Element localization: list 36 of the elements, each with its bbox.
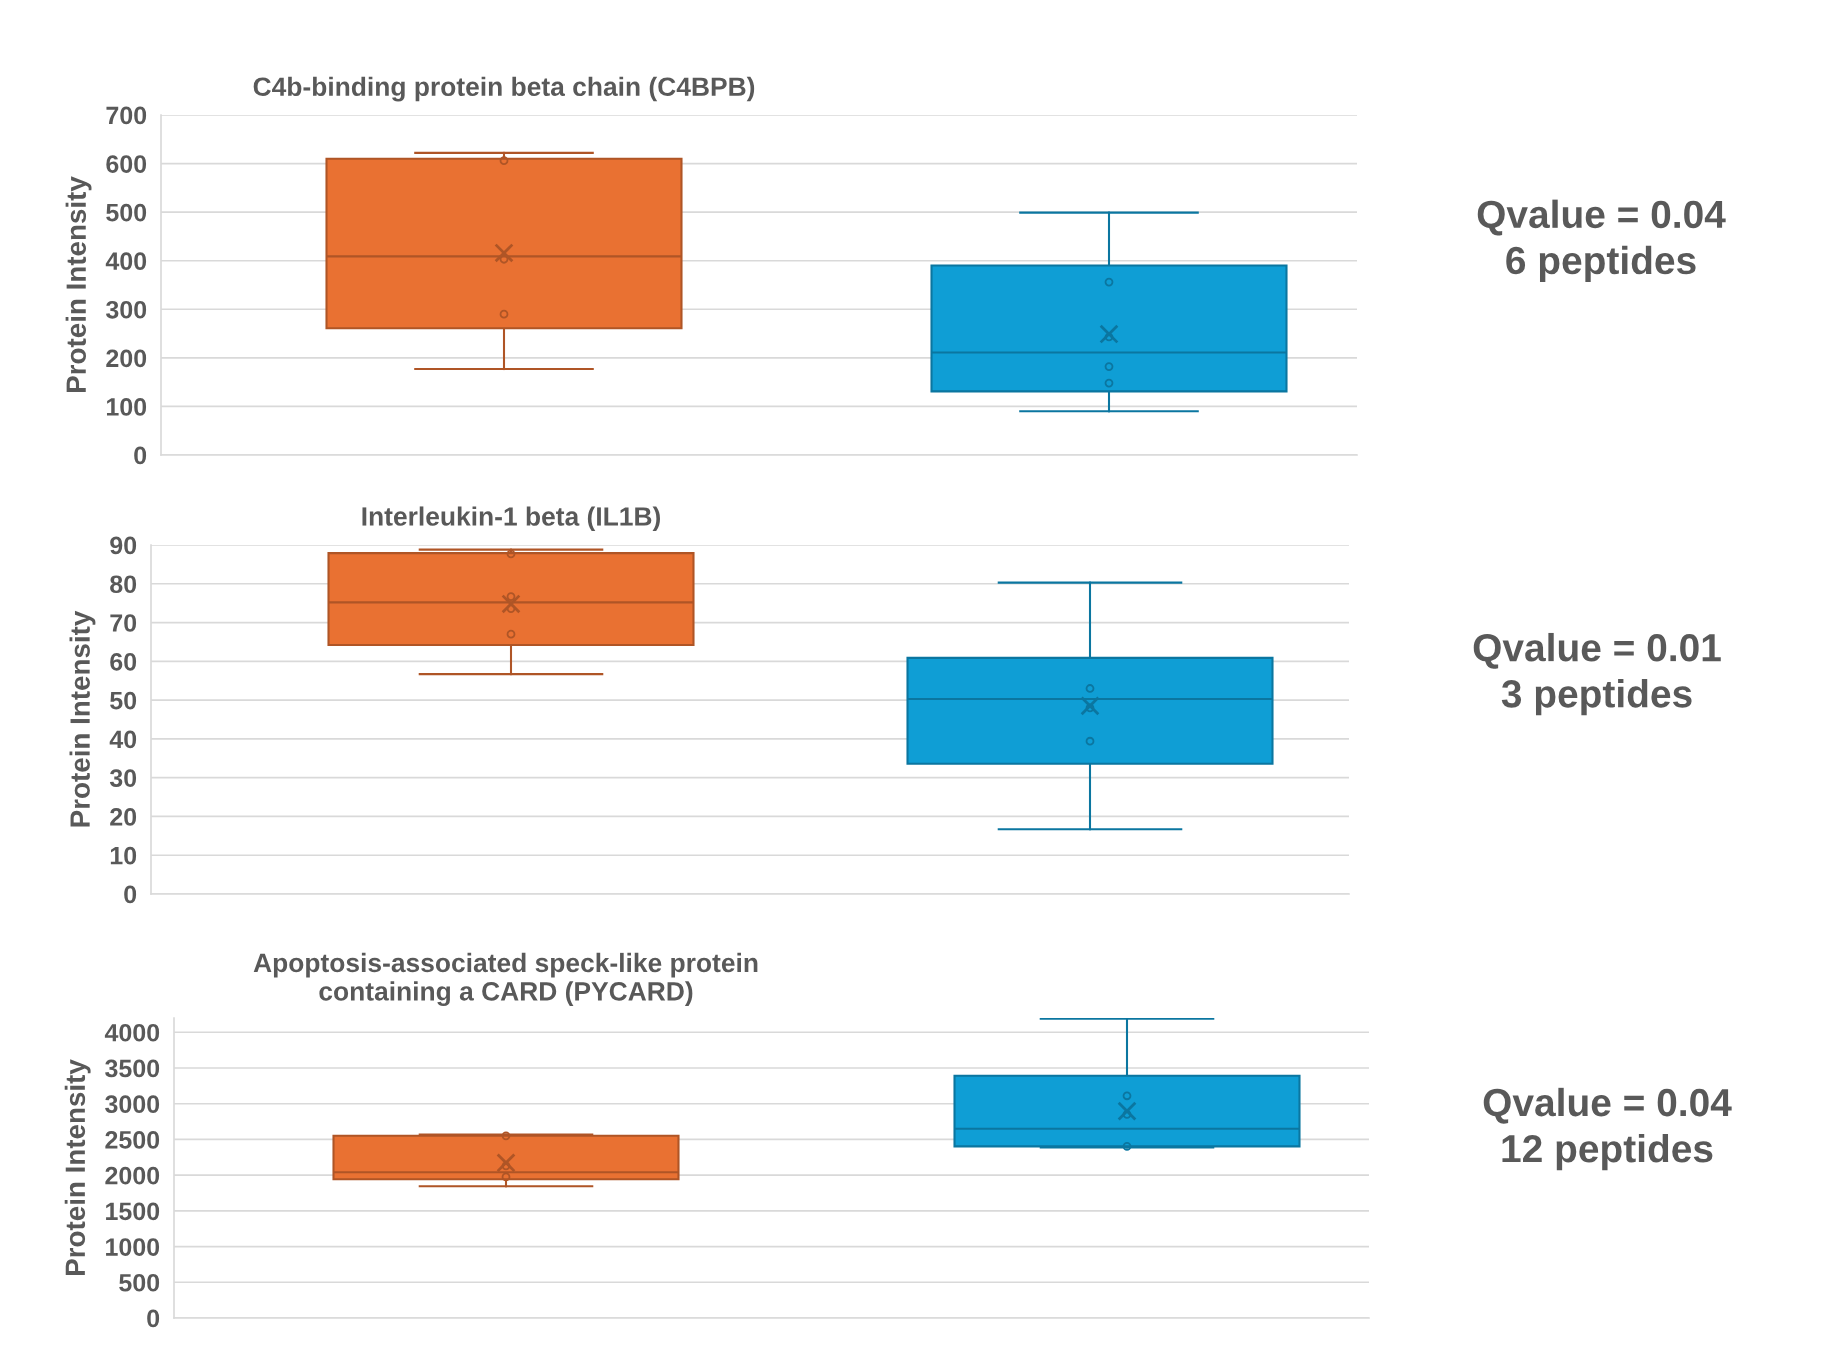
y-tick-label: 500 — [106, 203, 147, 222]
y-tick-label: 700 — [106, 106, 147, 125]
y-tick-label: 10 — [110, 846, 137, 865]
y-tick-label: 2500 — [105, 1131, 160, 1149]
y-axis-title: Protein Intensity — [69, 610, 96, 827]
text: Qvalue = 0.04 12 peptides — [1483, 1087, 1732, 1171]
y-tick-label: 90 — [110, 536, 137, 555]
text: Qvalue = 0.01 3 peptides — [1473, 632, 1721, 716]
y-tick-label: 400 — [105, 252, 147, 271]
chart-title: C4b-binding protein beta chain (C4BPB) — [253, 76, 755, 102]
y-tick-label: 80 — [110, 575, 137, 594]
y-axis-title: Protein Intensity — [65, 176, 92, 392]
chart-title: Apoptosis-associated speck-like protein containing a CARD (PYCARD) — [253, 952, 758, 1006]
y-tick-label: 70 — [110, 614, 137, 632]
y-tick-label: 200 — [106, 349, 147, 368]
y-tick-label: 600 — [106, 155, 147, 173]
y-tick-label: 300 — [105, 300, 147, 319]
y-tick-label: 40 — [109, 730, 137, 749]
text: Qvalue = 0.04 6 peptides — [1477, 199, 1726, 282]
y-tick-label: 3000 — [105, 1095, 160, 1114]
y-tick-label: 0 — [124, 885, 137, 904]
y-tick-label: 3500 — [105, 1059, 160, 1078]
y-axis-title: Protein Intensity — [64, 1059, 91, 1275]
y-tick-label: 60 — [110, 652, 137, 671]
y-tick-label: 500 — [119, 1273, 160, 1292]
y-tick-label: 50 — [110, 691, 137, 710]
y-tick-label: 1500 — [106, 1202, 160, 1221]
y-tick-label: 1000 — [106, 1238, 160, 1256]
y-tick-label: 0 — [134, 446, 147, 465]
y-tick-label: 0 — [147, 1309, 160, 1328]
y-tick-label: 20 — [110, 808, 137, 826]
chart-title: Interleukin-1 beta (IL1B) — [362, 506, 660, 532]
y-tick-label: 30 — [109, 769, 137, 788]
y-tick-label: 100 — [106, 398, 147, 416]
y-tick-label: 4000 — [104, 1023, 160, 1042]
y-tick-label: 2000 — [105, 1166, 160, 1185]
